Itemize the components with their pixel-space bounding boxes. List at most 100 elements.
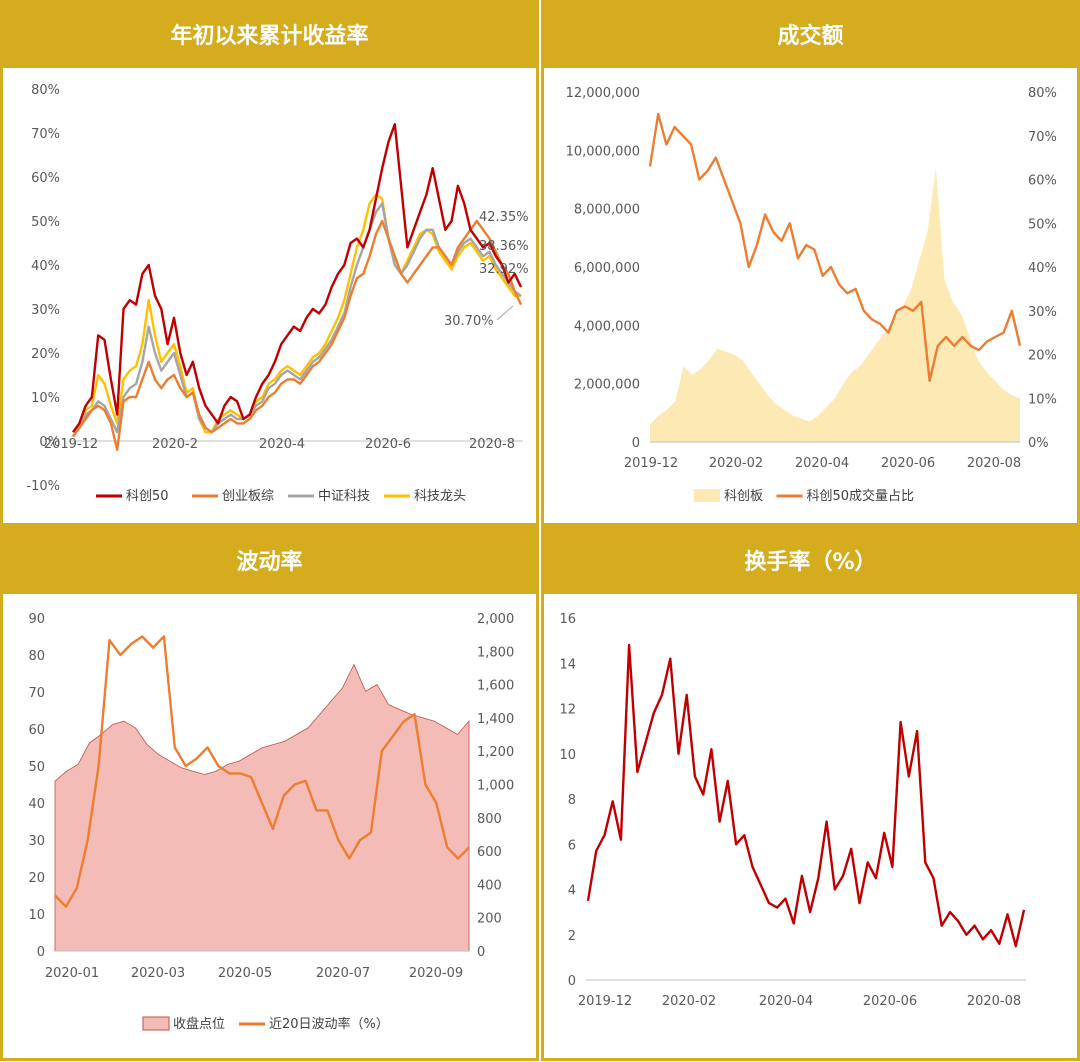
- y-tick-label: 60: [28, 723, 45, 738]
- x-tick-label: 2020-2: [152, 437, 198, 452]
- volatility-chart: 90 80 70 60 50 40 30 20 10 0 2,000 1,800 1,600 1,400 1…: [28, 612, 514, 1032]
- x-tick-label: 2019-12: [624, 456, 678, 471]
- y-tick-label: 10,000,000: [566, 144, 640, 159]
- y-tick-label: 8,000,000: [574, 203, 640, 218]
- y-tick-label: 16: [559, 612, 576, 627]
- y2-tick-label: 40%: [1028, 261, 1057, 276]
- y2-tick-label: 2,000: [477, 612, 514, 627]
- y-tick-label: 4,000,000: [574, 319, 640, 334]
- series-area: [54, 663, 470, 952]
- y2-tick-label: 600: [477, 845, 502, 860]
- x-tick-label: 2020-02: [709, 456, 763, 471]
- y-tick-label: 40: [28, 797, 45, 812]
- series-line: [72, 193, 521, 438]
- y-tick-label: 10: [28, 908, 45, 923]
- y-tick-label: 70%: [31, 127, 60, 142]
- y-tick-label: 90: [28, 612, 45, 627]
- x-tick-label: 2020-06: [863, 994, 917, 1009]
- y-tick-label: 30%: [31, 303, 60, 318]
- y-tick-label: 4: [568, 884, 576, 899]
- y-tick-label: 80%: [31, 83, 60, 98]
- y-tick-label: 50: [28, 760, 45, 775]
- panel-1: 80% 70% 60% 50% 40% 30% 20% 10% 0% -10% 2019-12 202…: [0, 68, 539, 526]
- series-line: [72, 123, 523, 433]
- x-tick-label: 2020-03: [131, 966, 185, 981]
- data-label: 32.92%: [479, 262, 529, 277]
- y2-tick-label: 1,400: [477, 712, 514, 727]
- y2-tick-label: 50%: [1028, 217, 1057, 232]
- y-tick-label: 2,000,000: [574, 378, 640, 393]
- y-tick-label: 10%: [31, 391, 60, 406]
- y2-tick-label: 20%: [1028, 349, 1057, 364]
- legend-label: 中证科技: [318, 489, 370, 504]
- panel-4: 16 14 12 10 8 6 4 2 0 2019-12 2020-02 2020-04 2020-0…: [541, 594, 1080, 1061]
- y2-tick-label: 1,800: [477, 645, 514, 660]
- y2-tick-label: 0: [477, 945, 485, 960]
- y-tick-label: 8: [568, 793, 576, 808]
- legend-swatch: [142, 1016, 170, 1031]
- y-tick-label: 40%: [31, 259, 60, 274]
- legend-label: 科创50成交量占比: [807, 488, 915, 504]
- y2-tick-label: 0%: [1028, 436, 1049, 451]
- x-tick-label: 2020-01: [45, 966, 99, 981]
- y2-tick-label: 70%: [1028, 130, 1057, 145]
- y-tick-label: 60%: [31, 171, 60, 186]
- y-tick-label: 12: [559, 703, 576, 718]
- y-tick-label: 30: [28, 834, 45, 849]
- x-tick-label: 2020-04: [795, 456, 849, 471]
- leader-line: [496, 305, 514, 321]
- y-tick-label: 2: [568, 929, 576, 944]
- y2-tick-label: 800: [477, 812, 502, 827]
- series-line: [72, 219, 523, 451]
- series-line: [54, 635, 470, 908]
- turnover-value-chart: 12,000,000 10,000,000 8,000,000 6,000,000 4,…: [566, 86, 1057, 504]
- y-tick-label: -10%: [26, 479, 60, 494]
- x-tick-label: 2020-4: [259, 437, 305, 452]
- x-tick-label: 2020-08: [967, 994, 1021, 1009]
- x-tick-label: 2019-12: [44, 437, 98, 452]
- data-label: 38.36%: [479, 239, 529, 254]
- legend-label: 收盘点位: [173, 1016, 225, 1032]
- legend-label: 创业板综: [222, 489, 274, 504]
- x-tick-label: 2020-08: [967, 456, 1021, 471]
- y2-tick-label: 80%: [1028, 86, 1057, 101]
- legend-label: 科创50: [126, 489, 169, 504]
- x-tick-label: 2020-05: [218, 966, 272, 981]
- y-tick-label: 50%: [31, 215, 60, 230]
- y-tick-label: 0%: [39, 435, 60, 450]
- x-tick-label: 2020-09: [409, 966, 463, 981]
- legend-label: 近20日波动率（%）: [269, 1016, 389, 1032]
- x-tick-label: 2020-6: [365, 437, 411, 452]
- panel-3: 90 80 70 60 50 40 30 20 10 0 2,000 1,800 1,600 1,400 1…: [0, 594, 539, 1061]
- y-tick-label: 12,000,000: [566, 86, 640, 101]
- panel-4-title: 换手率（%）: [744, 550, 877, 575]
- legend-swatch: [694, 489, 720, 502]
- panel-3-title: 波动率: [236, 550, 303, 575]
- y-tick-label: 20%: [31, 347, 60, 362]
- y2-tick-label: 1,000: [477, 779, 514, 794]
- y-tick-label: 80: [28, 649, 45, 664]
- series-line: [648, 112, 1022, 382]
- y2-tick-label: 10%: [1028, 392, 1057, 407]
- y2-tick-label: 200: [477, 912, 502, 927]
- y-tick-label: 6: [568, 838, 576, 853]
- y-tick-label: 0: [37, 945, 45, 960]
- data-label: 30.70%: [444, 314, 494, 329]
- y-tick-label: 0: [632, 436, 640, 451]
- y-tick-label: 0: [568, 974, 576, 989]
- y-tick-label: 70: [28, 686, 45, 701]
- panel-1-title: 年初以来累计收益率: [170, 24, 369, 49]
- x-tick-label: 2020-02: [662, 994, 716, 1009]
- x-tick-label: 2020-04: [759, 994, 813, 1009]
- returns-chart: 80% 70% 60% 50% 40% 30% 20% 10% 0% -10% 2019-12 202…: [26, 83, 529, 504]
- x-tick-label: 2019-12: [578, 994, 632, 1009]
- x-tick-label: 2020-07: [316, 966, 370, 981]
- y2-tick-label: 1,200: [477, 745, 514, 760]
- panel-2: 12,000,000 10,000,000 8,000,000 6,000,000 4,…: [541, 68, 1080, 526]
- y-tick-label: 10: [559, 748, 576, 763]
- y-tick-label: 14: [559, 657, 576, 672]
- panel-3-header: 波动率: [0, 526, 539, 594]
- data-label: 42.35%: [479, 210, 529, 225]
- y-tick-label: 20: [28, 871, 45, 886]
